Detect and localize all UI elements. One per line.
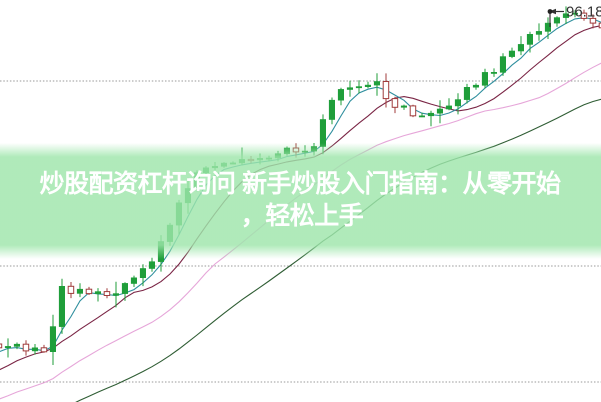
svg-text:炒股配资杠杆询问 新手炒股入门指南：从零开始: 炒股配资杠杆询问 新手炒股入门指南：从零开始 — [40, 169, 561, 198]
svg-text:，轻松上手: ，轻松上手 — [241, 202, 364, 230]
svg-text:96.18: 96.18 — [566, 3, 601, 20]
